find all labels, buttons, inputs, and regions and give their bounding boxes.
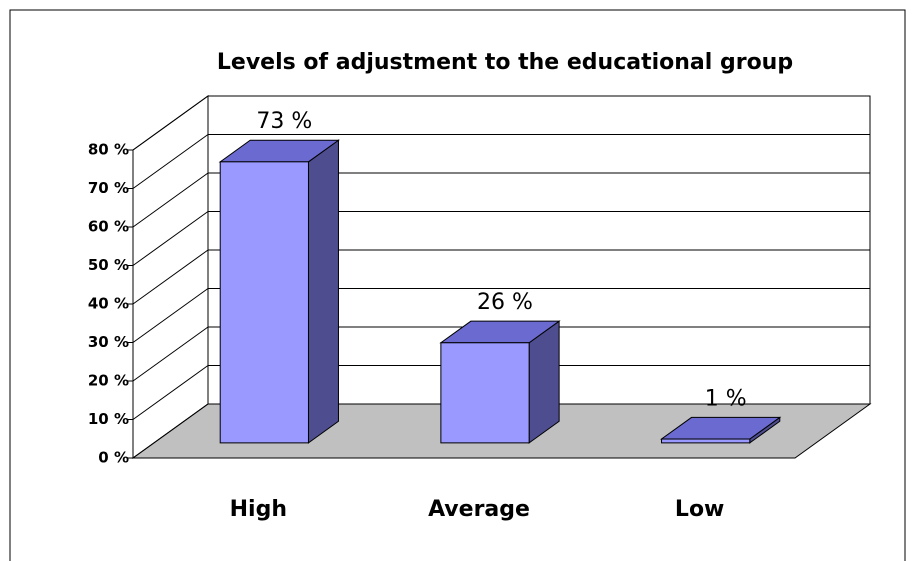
value-label: 1 % <box>705 386 747 411</box>
value-label: 73 % <box>256 109 312 134</box>
x-tick-label: High <box>230 497 287 522</box>
side-grid-line <box>132 134 209 189</box>
bar <box>661 438 751 444</box>
bar-side <box>307 139 339 444</box>
bar <box>440 342 530 444</box>
y-tick-label: 70 % <box>88 179 129 197</box>
side-grid-line <box>132 288 209 343</box>
side-grid-line <box>132 211 209 266</box>
side-grid-line <box>132 249 209 305</box>
x-tick-label: Low <box>675 497 724 522</box>
x-tick-label: Average <box>428 497 530 522</box>
y-tick-label: 60 % <box>88 218 129 236</box>
side-grid-line <box>132 326 209 382</box>
y-tick-label: 50 % <box>88 256 129 274</box>
side-grid-line <box>132 95 209 151</box>
y-tick-label: 10 % <box>88 410 129 428</box>
side-grid-line <box>132 403 209 459</box>
side-grid-line <box>132 172 209 228</box>
y-tick-label: 0 % <box>98 449 129 467</box>
bar <box>219 161 309 444</box>
value-label: 26 % <box>477 290 533 315</box>
chart-title: Levels of adjustment to the educational … <box>217 50 793 75</box>
y-tick-label: 30 % <box>88 333 129 351</box>
y-tick-label: 20 % <box>88 372 129 390</box>
side-grid-line <box>132 365 209 420</box>
y-tick-label: 40 % <box>88 295 129 313</box>
y-tick-label: 80 % <box>88 141 129 159</box>
